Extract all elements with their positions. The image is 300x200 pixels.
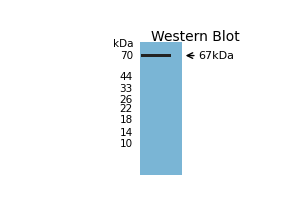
Text: Western Blot: Western Blot: [151, 30, 240, 44]
Bar: [140, 42, 182, 175]
Text: 14: 14: [120, 128, 133, 138]
Text: 26: 26: [120, 95, 133, 105]
Bar: [141, 54, 171, 57]
Text: 10: 10: [120, 139, 133, 149]
Text: 18: 18: [120, 115, 133, 125]
Text: kDa: kDa: [113, 39, 134, 49]
Text: 22: 22: [120, 104, 133, 114]
Text: 33: 33: [120, 84, 133, 94]
Text: 44: 44: [120, 72, 133, 82]
Text: 67kDa: 67kDa: [198, 51, 234, 61]
Text: 70: 70: [120, 51, 133, 61]
